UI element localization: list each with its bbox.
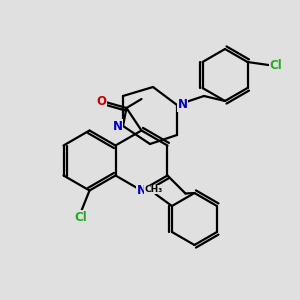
Text: Cl: Cl [270, 58, 282, 71]
Text: CH₃: CH₃ [145, 185, 163, 194]
Text: N: N [112, 119, 123, 133]
Text: N: N [177, 98, 188, 112]
Text: Cl: Cl [74, 211, 87, 224]
Text: N: N [136, 184, 146, 197]
Text: O: O [96, 95, 106, 109]
